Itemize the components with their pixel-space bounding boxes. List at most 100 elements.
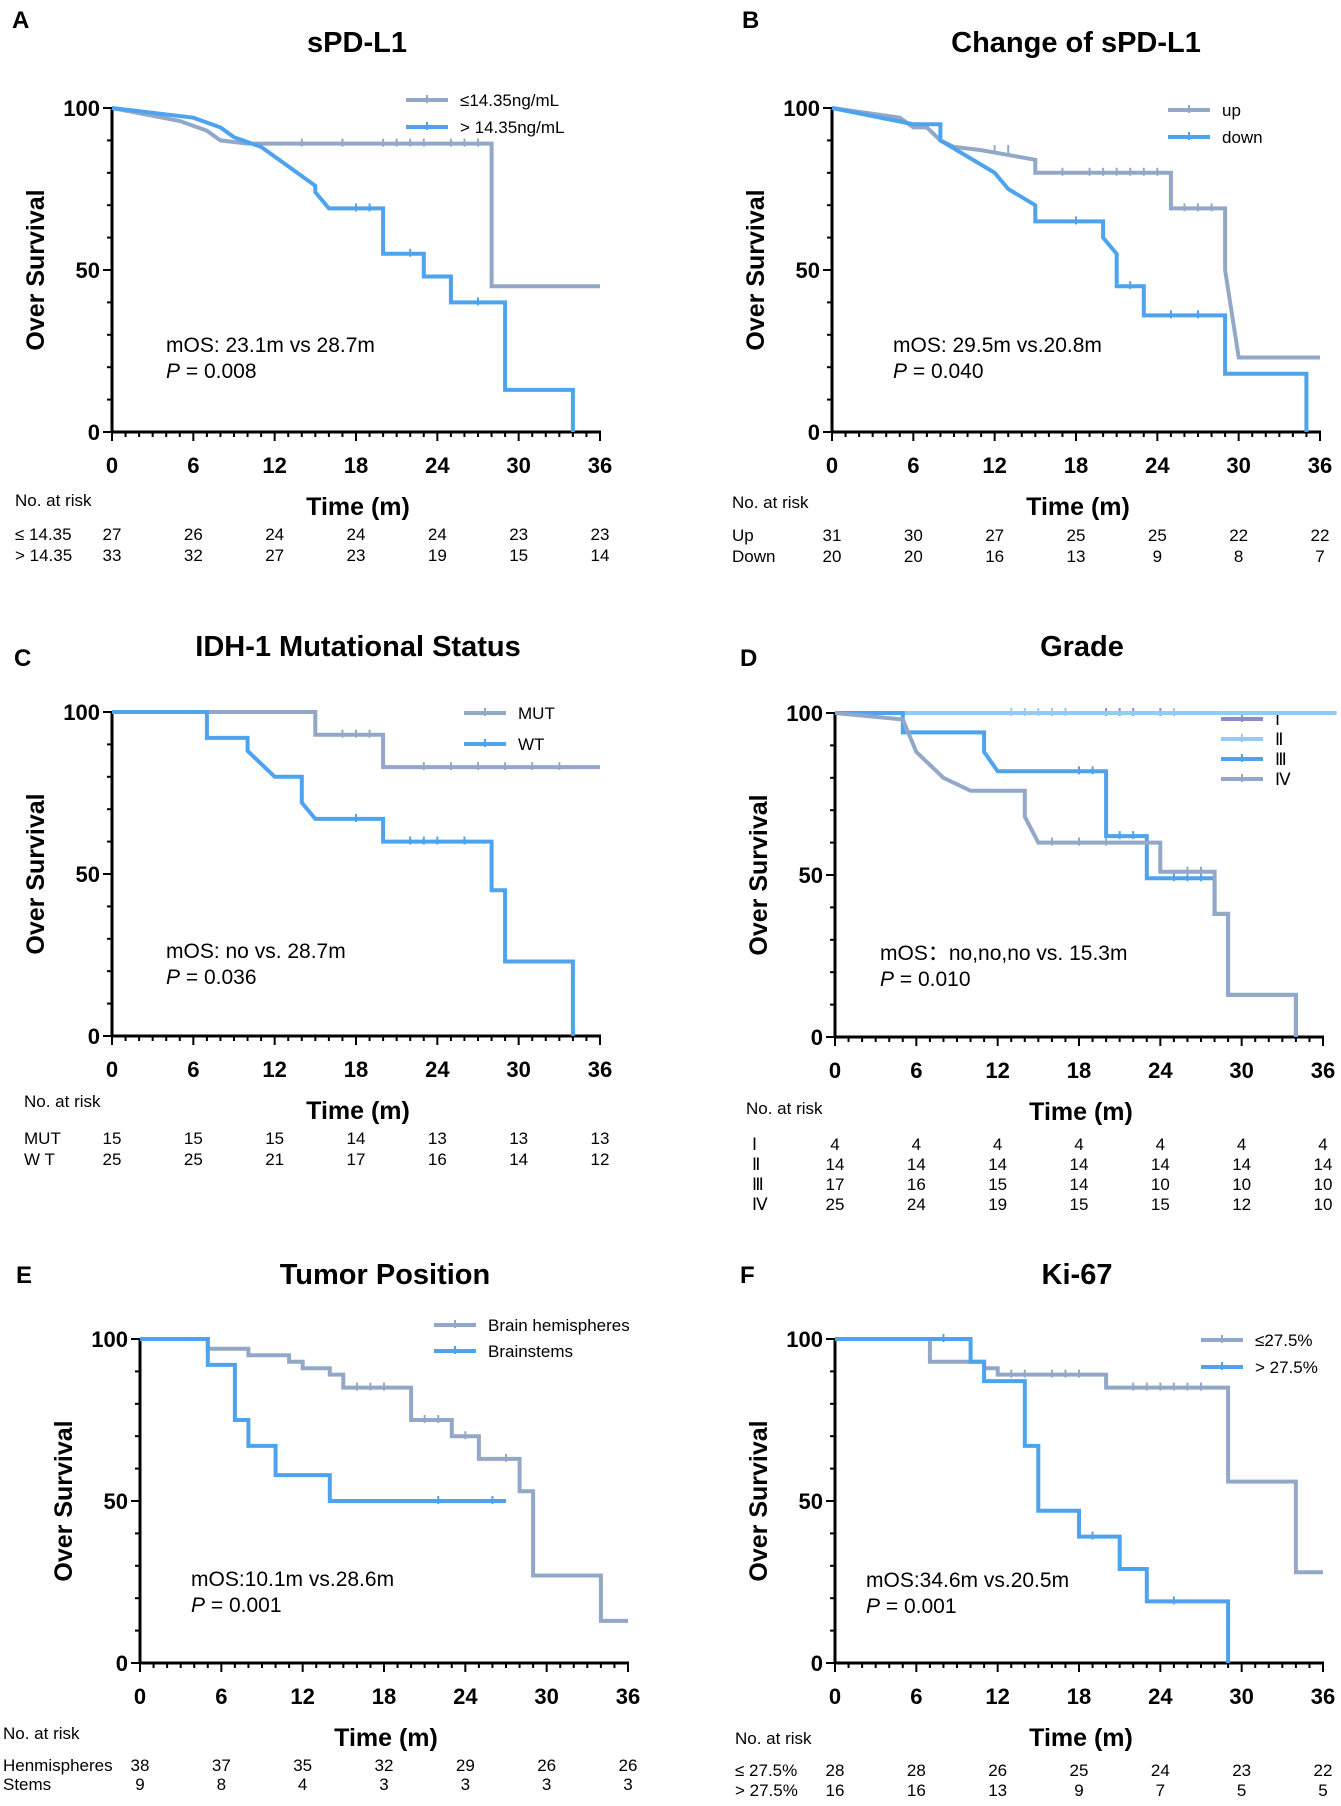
panel-c-x-tick-label: 36 [588, 1057, 612, 1082]
panel-d-legend-label: Ⅲ [1275, 750, 1287, 769]
panel-d-risk-value: 4 [993, 1135, 1002, 1154]
panel-d-legend-label: Ⅰ [1275, 710, 1280, 729]
panel-b-x-tick-label: 6 [907, 453, 919, 478]
panel-d-risk-row-label: Ⅲ [752, 1175, 764, 1194]
panel-e-series-0-line [140, 1337, 628, 1623]
panel-b-y-tick-label: 0 [808, 420, 820, 445]
panel-c-risk-value: 15 [103, 1129, 122, 1148]
panel-f-risk-value: 9 [1074, 1781, 1083, 1800]
panel-b-x-tick-label: 0 [826, 453, 838, 478]
panel-c-y-tick-label: 0 [88, 1024, 100, 1049]
panel-d-risk-row-label: Ⅳ [752, 1195, 768, 1214]
panel-c-risk-value: 13 [591, 1129, 610, 1148]
panel-b-legend-label: up [1222, 101, 1241, 120]
panel-d-x-label: Time (m) [1029, 1098, 1133, 1126]
panel-b-risk-value: 22 [1229, 526, 1248, 545]
panel-f-x-tick-label: 6 [910, 1684, 922, 1709]
panel-c-risk-value: 16 [428, 1150, 447, 1169]
panel-d-risk-value: 17 [826, 1175, 845, 1194]
panel-c-risk-row-label: W T [24, 1150, 55, 1169]
panel-e-risk-value: 26 [619, 1756, 638, 1775]
panel-b-risk-value: 8 [1234, 547, 1243, 566]
panel-f-risk-value: 22 [1314, 1761, 1333, 1780]
panel-e-legend-label: Brain hemispheres [488, 1316, 630, 1335]
panel-f-x-label: Time (m) [1029, 1724, 1133, 1752]
panel-d-risk-value: 10 [1151, 1175, 1170, 1194]
panel-e-risk-value: 9 [135, 1775, 144, 1794]
panel-c-x-tick-label: 24 [425, 1057, 450, 1082]
panel-b-risk-value: 16 [985, 547, 1004, 566]
panel-e-letter: E [16, 1262, 32, 1289]
panel-d-risk-value: 4 [912, 1135, 921, 1154]
panel-a-x-tick-label: 24 [425, 453, 450, 478]
panel-d-x-tick-label: 24 [1148, 1058, 1173, 1083]
panel-a-x-tick-label: 12 [262, 453, 286, 478]
panel-e-series-1-line [140, 1337, 506, 1503]
panel-c-legend-label: MUT [518, 704, 555, 723]
panel-a-risk-row-label: ≤ 14.35 [15, 525, 72, 544]
panel-d-risk-value: 15 [1070, 1195, 1089, 1214]
panel-a-letter: A [12, 7, 29, 34]
panel-b-risk-row-label: Up [732, 526, 754, 545]
panel-b-x-tick-label: 18 [1064, 453, 1088, 478]
panel-d-letter: D [740, 645, 757, 672]
panel-f-risk-row-label: > 27.5% [735, 1781, 798, 1800]
panel-e-risk-value: 26 [537, 1756, 556, 1775]
panel-c-risk-value: 13 [428, 1129, 447, 1148]
panel-f-risk-header: No. at risk [735, 1729, 812, 1748]
panel-a-risk-value: 23 [509, 525, 528, 544]
panel-f-risk-value: 5 [1318, 1781, 1327, 1800]
panel-c-x-tick-label: 30 [506, 1057, 530, 1082]
panel-d-risk-value: 4 [1156, 1135, 1165, 1154]
panel-a-title: sPD-L1 [307, 27, 407, 59]
panel-b-p-value: P = 0.040 [893, 360, 984, 383]
panel-b-risk-value: 25 [1067, 526, 1086, 545]
panel-c-risk-value: 15 [265, 1129, 284, 1148]
panel-d-legend-label: Ⅳ [1275, 770, 1291, 789]
panel-b-x-tick-label: 12 [982, 453, 1006, 478]
panel-a-y-tick-label: 0 [88, 420, 100, 445]
panel-f-x-tick-label: 0 [829, 1684, 841, 1709]
panel-e-risk-value: 3 [461, 1775, 470, 1794]
panel-b-risk-value: 30 [904, 526, 923, 545]
panel-b-mos-text: mOS: 29.5m vs.20.8m [893, 334, 1102, 357]
panel-e-mos-text: mOS:10.1m vs.28.6m [191, 1568, 394, 1591]
panel-e-risk-row-label: Stems [3, 1775, 51, 1794]
panel-d-risk-value: 14 [1232, 1155, 1251, 1174]
panel-f-legend-label: > 27.5% [1255, 1358, 1318, 1377]
panel-f-y-label: Over Survival [745, 1420, 773, 1581]
panel-d-risk-value: 10 [1232, 1175, 1251, 1194]
panel-d-y-tick-label: 100 [786, 701, 823, 726]
panel-e-risk-value: 29 [456, 1756, 475, 1775]
panel-f-risk-value: 7 [1156, 1781, 1165, 1800]
panel-e-risk-value: 3 [542, 1775, 551, 1794]
panel-b-risk-value: 25 [1148, 526, 1167, 545]
panel-f-series-1-line [835, 1337, 1231, 1663]
panel-d-risk-value: 14 [907, 1155, 926, 1174]
panel-f-risk-row-label: ≤ 27.5% [735, 1761, 797, 1780]
panel-a-y-tick-label: 50 [76, 258, 100, 283]
panel-b-risk-value: 20 [823, 547, 842, 566]
panel-a-risk-value: 14 [591, 546, 610, 565]
panel-a-x-label: Time (m) [306, 493, 410, 521]
panel-d-risk-value: 4 [1074, 1135, 1083, 1154]
panel-f-letter: F [740, 1262, 755, 1289]
panel-d-risk-value: 14 [988, 1155, 1007, 1174]
panel-f-legend-label: ≤27.5% [1255, 1331, 1313, 1350]
panel-c-risk-row-label: MUT [24, 1129, 61, 1148]
panel-d-risk-value: 4 [1237, 1135, 1246, 1154]
panel-b-risk-value: 27 [985, 526, 1004, 545]
panel-d-series-3-line [834, 711, 1298, 1037]
panel-c-x-tick-label: 6 [187, 1057, 199, 1082]
panel-e-y-tick-label: 0 [116, 1651, 128, 1676]
panel-e-x-label: Time (m) [334, 1724, 438, 1752]
panel-c-risk-value: 14 [509, 1150, 528, 1169]
panel-a-risk-value: 23 [347, 546, 366, 565]
panel-f-p-value: P = 0.001 [866, 1595, 957, 1618]
panel-a-x-tick-label: 0 [106, 453, 118, 478]
panel-a-y-label: Over Survival [22, 189, 50, 350]
panel-c-mos-text: mOS: no vs. 28.7m [166, 940, 346, 963]
panel-e-legend-label: Brainstems [488, 1342, 573, 1361]
panel-e-p-value: P = 0.001 [191, 1594, 282, 1617]
